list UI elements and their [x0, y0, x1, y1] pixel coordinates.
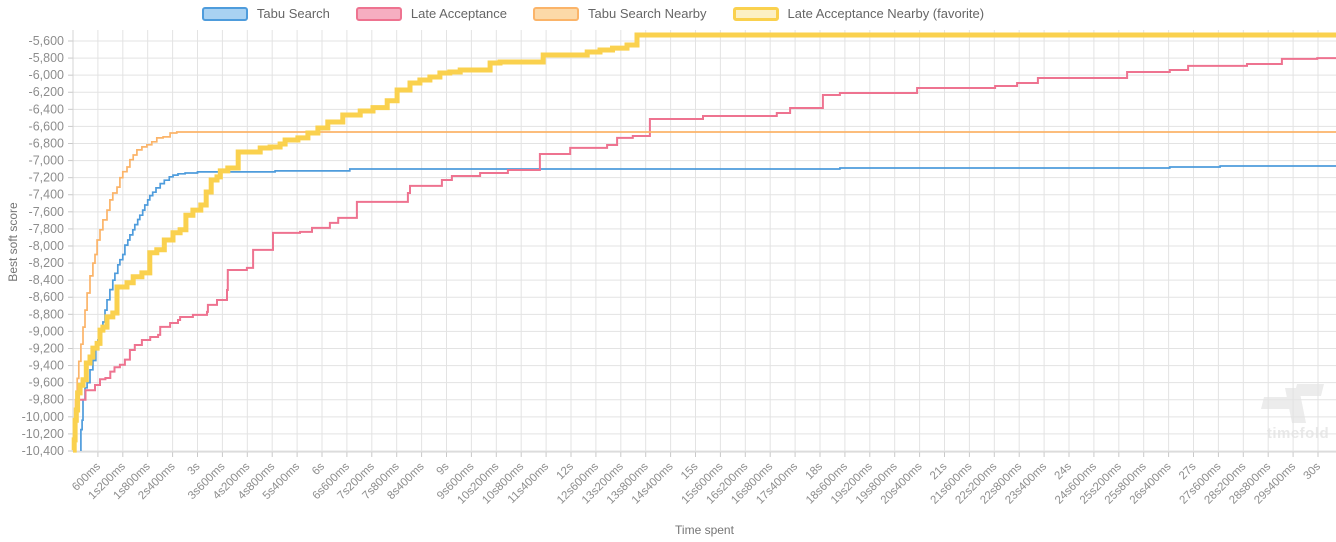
y-tick-label: -8,600 — [29, 290, 64, 304]
y-tick-label: -7,800 — [29, 222, 64, 236]
y-tick-label: -8,800 — [29, 307, 64, 321]
x-tick-label: 6s — [310, 460, 327, 477]
legend-label: Late Acceptance — [410, 6, 508, 21]
y-tick-label: -5,600 — [29, 34, 64, 48]
y-tick-label: -10,000 — [22, 410, 64, 424]
y-tick-label: -9,600 — [29, 376, 64, 390]
y-tick-label: -7,400 — [29, 188, 64, 202]
legend-swatch-late-acceptance — [355, 6, 402, 21]
y-tick-label: -7,200 — [29, 171, 64, 185]
legend-swatch-tabu-search — [201, 6, 248, 21]
y-tick-label: -8,000 — [29, 239, 64, 253]
legend-item-tabu-search-nearby[interactable]: Tabu Search Nearby — [533, 6, 707, 21]
y-tick-label: -9,800 — [29, 393, 64, 407]
y-tick-label: -6,800 — [29, 136, 64, 150]
series-line-tabu-search — [80, 165, 1336, 451]
chart-legend: Tabu Search Late Acceptance Tabu Search … — [0, 6, 1336, 21]
y-tick-label: -6,000 — [29, 68, 64, 82]
y-tick-label: -7,600 — [29, 205, 64, 219]
y-tick-label: -9,400 — [29, 359, 64, 373]
series-line-tabu-search-nearby — [73, 131, 1336, 451]
x-tick-label: 3s — [186, 460, 203, 477]
y-tick-label: -7,000 — [29, 154, 64, 168]
legend-label: Late Acceptance Nearby (favorite) — [787, 6, 985, 21]
series-line-late-acceptance-nearby-favorite — [71, 32, 1336, 453]
y-tick-label: -8,200 — [29, 256, 64, 270]
x-axis-title: Time spent — [675, 523, 734, 537]
y-tick-label: -5,800 — [29, 51, 64, 65]
y-tick-label: -6,400 — [29, 102, 64, 116]
legend-swatch-tabu-search-nearby — [533, 6, 580, 21]
legend-item-late-acceptance[interactable]: Late Acceptance — [355, 6, 508, 21]
series-line-late-acceptance — [73, 57, 1336, 452]
y-tick-label: -10,200 — [22, 427, 64, 441]
legend-item-tabu-search[interactable]: Tabu Search — [201, 6, 330, 21]
y-tick-label: -9,200 — [29, 341, 64, 355]
y-tick-label: -8,400 — [29, 273, 64, 287]
y-tick-label: -6,200 — [29, 85, 64, 99]
y-tick-label: -10,400 — [22, 444, 64, 458]
legend-label: Tabu Search Nearby — [588, 6, 707, 21]
y-tick-label: -6,600 — [29, 119, 64, 133]
legend-label: Tabu Search — [256, 6, 330, 21]
x-tick-label: 30s — [1302, 460, 1324, 482]
legend-swatch-late-acceptance-nearby — [732, 6, 779, 21]
legend-item-late-acceptance-nearby[interactable]: Late Acceptance Nearby (favorite) — [732, 6, 985, 21]
x-tick-label: 9s — [435, 460, 452, 477]
y-tick-label: -9,000 — [29, 324, 64, 338]
y-axis-title: Best soft score — [6, 202, 20, 282]
